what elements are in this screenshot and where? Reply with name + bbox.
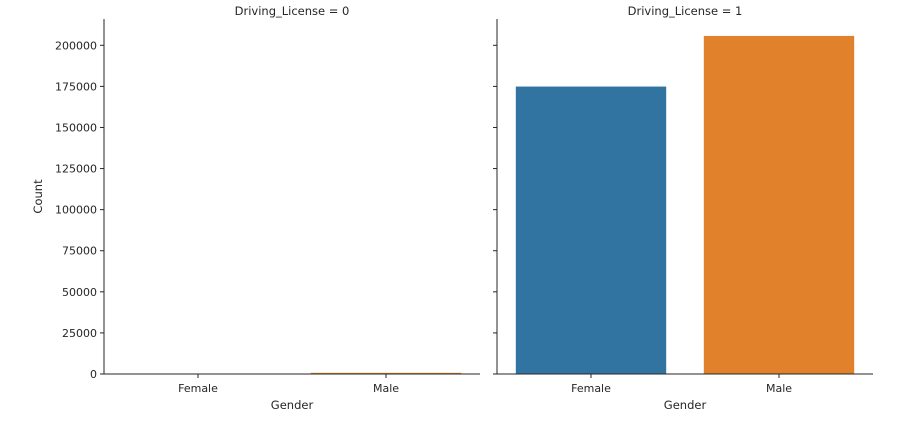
panel-title: Driving_License = 0: [235, 4, 350, 18]
y-tick-label: 175000: [55, 80, 97, 93]
x-tick-label: Female: [178, 382, 218, 395]
x-tick-label: Male: [373, 382, 399, 395]
y-tick-label: 125000: [55, 163, 97, 176]
y-tick-label: 100000: [55, 204, 97, 217]
y-axis-title: Count: [31, 179, 45, 214]
bar-male-panel-0: [310, 372, 462, 374]
x-axis-title: Gender: [664, 398, 707, 412]
bar-female-panel-1: [515, 86, 667, 375]
y-tick-label: 25000: [62, 327, 97, 340]
panel-title: Driving_License = 1: [628, 4, 743, 18]
y-tick-label: 75000: [62, 245, 97, 258]
y-tick-label: 200000: [55, 39, 97, 52]
x-axis-title: Gender: [271, 398, 314, 412]
bar-male-panel-1: [703, 35, 855, 375]
y-tick-label: 0: [90, 368, 97, 381]
y-tick-label: 50000: [62, 286, 97, 299]
x-tick-label: Male: [766, 382, 792, 395]
x-tick-label: Female: [571, 382, 611, 395]
y-tick-label: 150000: [55, 121, 97, 134]
